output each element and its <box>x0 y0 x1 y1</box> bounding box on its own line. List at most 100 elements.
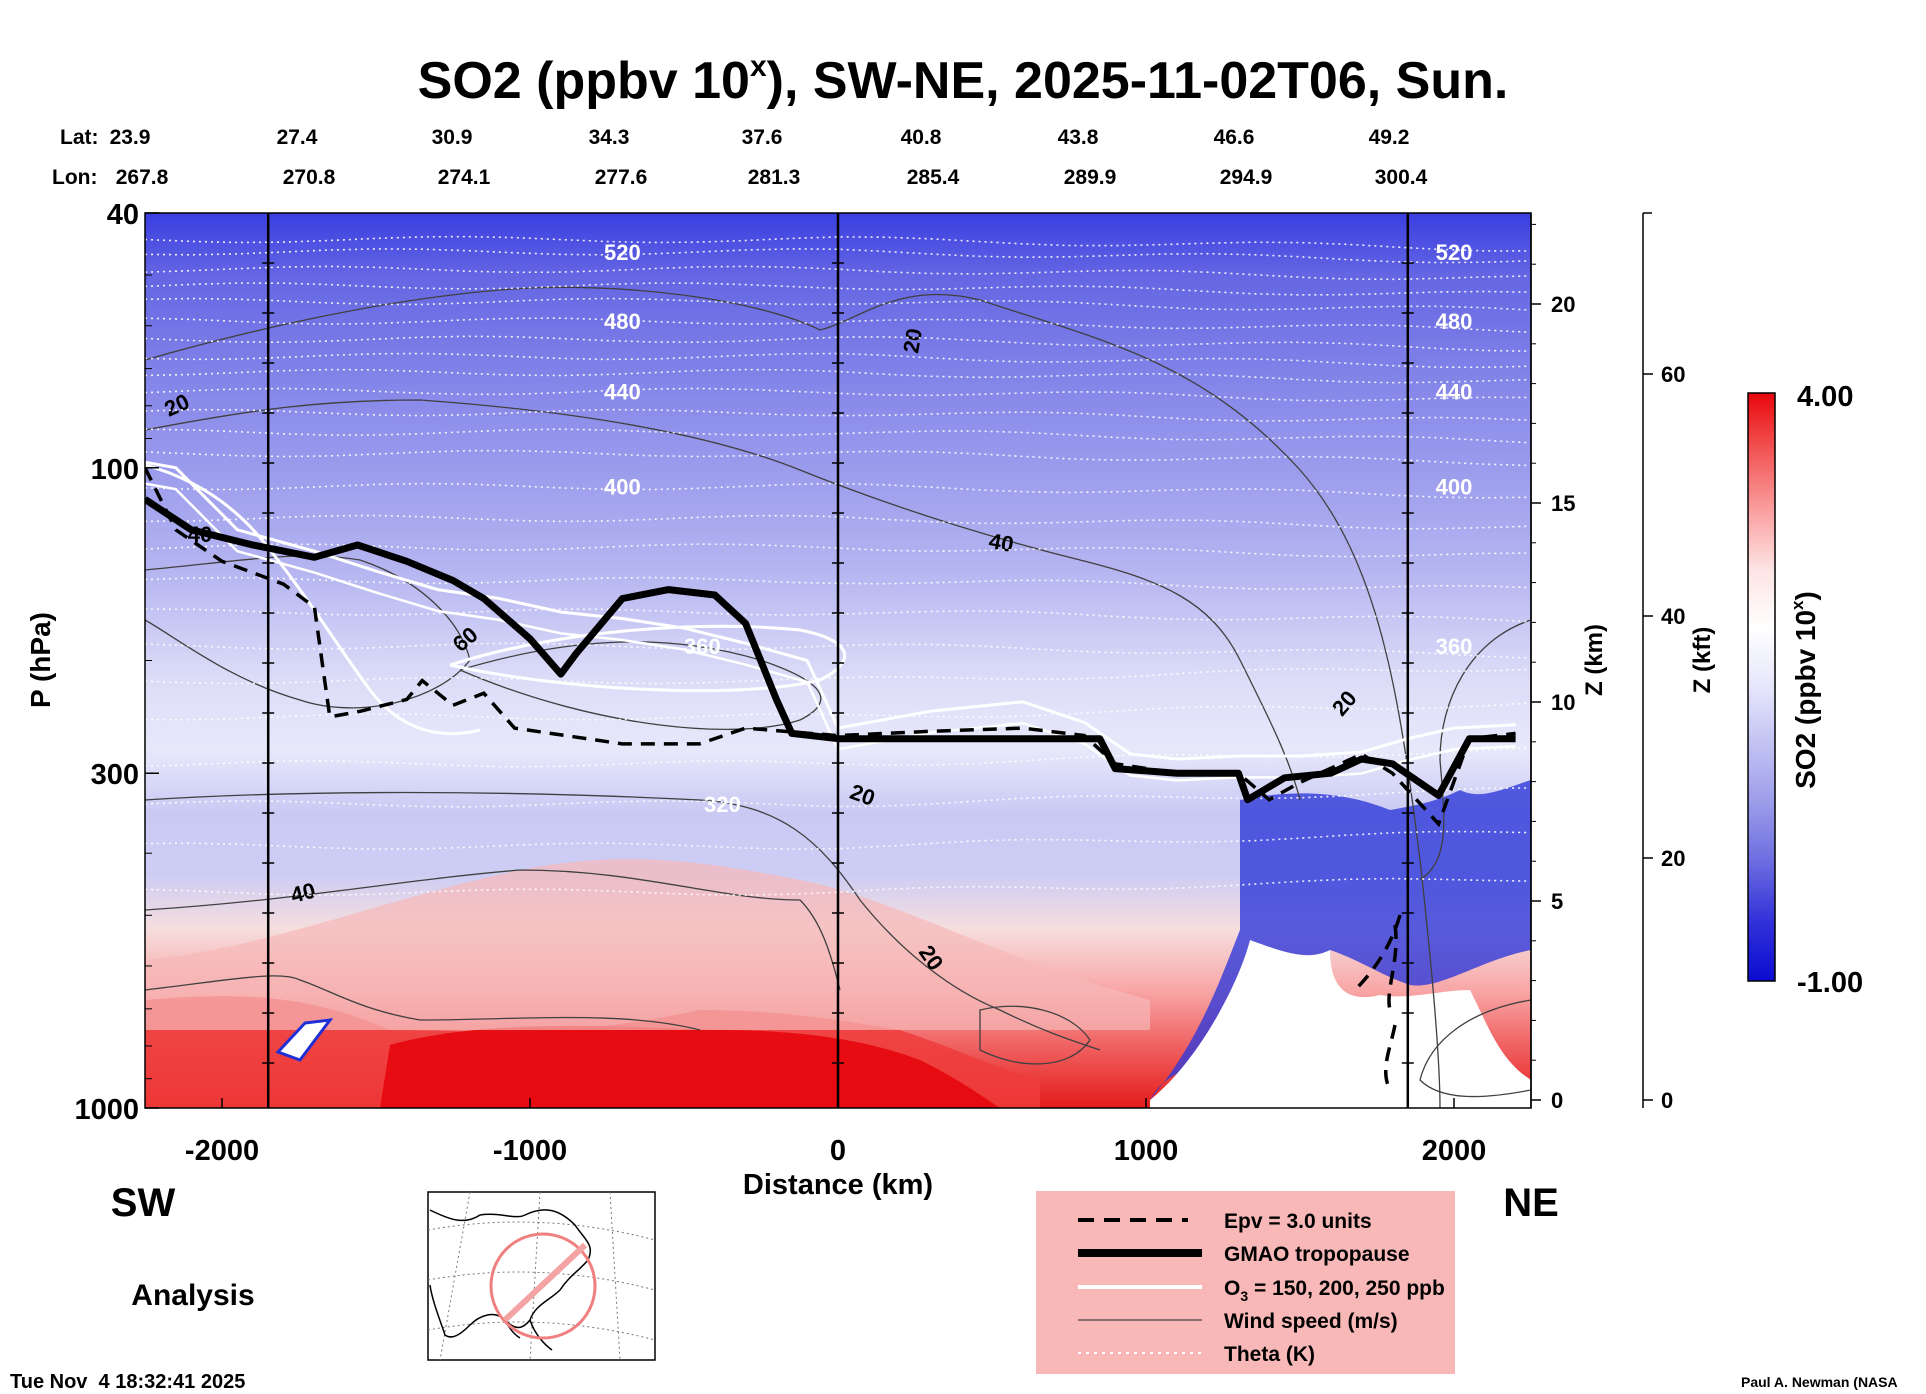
z-km-tick-label: 15 <box>1551 491 1575 516</box>
z-kft-axis: 0 20 40 60 <box>1642 212 1685 1113</box>
timestamp: Tue Nov 4 18:32:41 2025 <box>10 1371 245 1393</box>
wind-line <box>145 286 1441 1108</box>
lon-value: 267.8 <box>116 166 169 189</box>
legend: Epv = 3.0 units GMAO tropopause O3 = 150… <box>1036 1191 1455 1374</box>
z-km-axis: 0 5 10 15 20 <box>1530 213 1575 1113</box>
wind-line <box>145 975 701 1031</box>
z-kft-tick-label: 20 <box>1661 846 1685 871</box>
ne-label: NE <box>1503 1181 1559 1225</box>
chart-title: SO2 (ppbv 10x), SW-NE, 2025-11-02T06, Su… <box>418 50 1509 110</box>
wind-line <box>459 641 822 730</box>
region-circle <box>489 1232 597 1340</box>
theta-label: 360 <box>1436 634 1473 659</box>
y-tick-label: 100 <box>91 454 139 486</box>
legend-tropopause-label: GMAO tropopause <box>1224 1243 1410 1266</box>
inset-map <box>427 1191 656 1361</box>
lat-value: 46.6 <box>1214 126 1255 149</box>
colorbar <box>1747 392 1776 982</box>
legend-wind-label: Wind speed (m/s) <box>1224 1310 1398 1333</box>
colorbar-label: SO2 (ppbv 10x) <box>1788 591 1821 789</box>
sw-label: SW <box>111 1181 176 1225</box>
x-tick-label: 1000 <box>1114 1135 1179 1167</box>
tropopause-line <box>145 496 1516 804</box>
theta-label: 400 <box>604 475 641 500</box>
z-kft-label: Z (kft) <box>1689 627 1716 694</box>
tropopause <box>145 496 1516 804</box>
z-km-tick-label: 0 <box>1551 1088 1563 1113</box>
lon-value: 277.6 <box>595 166 648 189</box>
lat-value: 49.2 <box>1369 126 1410 149</box>
cross-section-path <box>502 1242 588 1323</box>
z-km-tick-label: 5 <box>1551 889 1563 914</box>
lon-value: 294.9 <box>1220 166 1273 189</box>
small-white-patch <box>275 1018 334 1062</box>
latlon-row: 23.9 27.4 30.9 34.3 37.6 40.8 43.8 46.6 49.2 267.… <box>110 126 1428 189</box>
theta-label: 360 <box>684 634 721 659</box>
analysis-label: Analysis <box>131 1279 254 1312</box>
lat-label: Lat: <box>60 126 99 149</box>
colorbar-min: -1.00 <box>1797 967 1863 999</box>
lon-value: 285.4 <box>907 166 960 189</box>
z-kft-tick-label: 40 <box>1661 604 1685 629</box>
lat-value: 43.8 <box>1058 126 1099 149</box>
lon-value: 274.1 <box>438 166 491 189</box>
z-km-label: Z (km) <box>1581 624 1608 696</box>
theta-label: 440 <box>1436 379 1473 404</box>
lon-value: 281.3 <box>748 166 801 189</box>
lon-value: 270.8 <box>283 166 336 189</box>
x-axis-label: Distance (km) <box>743 1169 933 1201</box>
x-axis: -2000 -1000 0 1000 2000 <box>185 1098 1486 1167</box>
x-tick-label: -2000 <box>185 1135 259 1167</box>
z-kft-tick-label: 0 <box>1661 1088 1673 1113</box>
so2-peak-region <box>380 1025 1000 1108</box>
theta-label: 520 <box>1436 240 1473 265</box>
wind-line <box>145 399 1301 801</box>
y-axis: 40 100 300 1000 <box>74 199 159 1126</box>
wind-label: 40 <box>987 528 1015 557</box>
lon-value: 300.4 <box>1375 166 1428 189</box>
y-tick-label: 40 <box>107 199 139 231</box>
vertical-markers <box>262 213 1414 1108</box>
lat-value: 37.6 <box>742 126 783 149</box>
credit: Paul A. Newman (NASA <box>1741 1374 1898 1390</box>
theta-label: 440 <box>604 379 641 404</box>
theta-label: 520 <box>604 240 641 265</box>
y-axis-label: P (hPa) <box>25 612 56 708</box>
legend-epv-label: Epv = 3.0 units <box>1224 1210 1372 1233</box>
lat-value: 27.4 <box>277 126 318 149</box>
so2-mid-region <box>145 859 1150 1030</box>
no-data-region <box>1150 940 1531 1108</box>
epv-line <box>145 467 1516 828</box>
theta-label: 400 <box>1436 475 1473 500</box>
wind-line <box>145 869 841 991</box>
x-tick-label: -1000 <box>493 1135 567 1167</box>
wind-line <box>145 791 1101 1051</box>
o3-line <box>145 460 1516 761</box>
z-km-tick-label: 10 <box>1551 690 1575 715</box>
z-km-tick-label: 20 <box>1551 292 1575 317</box>
lat-value: 34.3 <box>589 126 630 149</box>
wind-line <box>1419 619 1531 881</box>
y-tick-label: 1000 <box>74 1094 139 1126</box>
lat-value: 30.9 <box>432 126 473 149</box>
legend-theta-label: Theta (K) <box>1224 1343 1315 1366</box>
coastline <box>429 1209 592 1338</box>
wind-label: 20 <box>898 326 927 354</box>
x-tick-label: 0 <box>830 1135 846 1167</box>
x-tick-label: 2000 <box>1422 1135 1487 1167</box>
wind-line <box>979 1005 1091 1065</box>
legend-o3-label: O3 = 150, 200, 250 ppb <box>1224 1277 1445 1304</box>
colorbar-max: 4.00 <box>1797 381 1853 413</box>
theta-contours: 520 480 440 400 360 320 520 480 440 400 360 <box>145 235 1531 896</box>
lon-value: 289.9 <box>1064 166 1117 189</box>
theta-label: 320 <box>704 792 741 817</box>
lat-value: 40.8 <box>901 126 942 149</box>
o3-line <box>449 624 846 693</box>
wind-line <box>1419 999 1531 1098</box>
epv-line <box>1353 914 1402 1091</box>
o3-line <box>145 463 481 736</box>
lat-value: 23.9 <box>110 126 151 149</box>
theta-label: 480 <box>604 309 641 334</box>
